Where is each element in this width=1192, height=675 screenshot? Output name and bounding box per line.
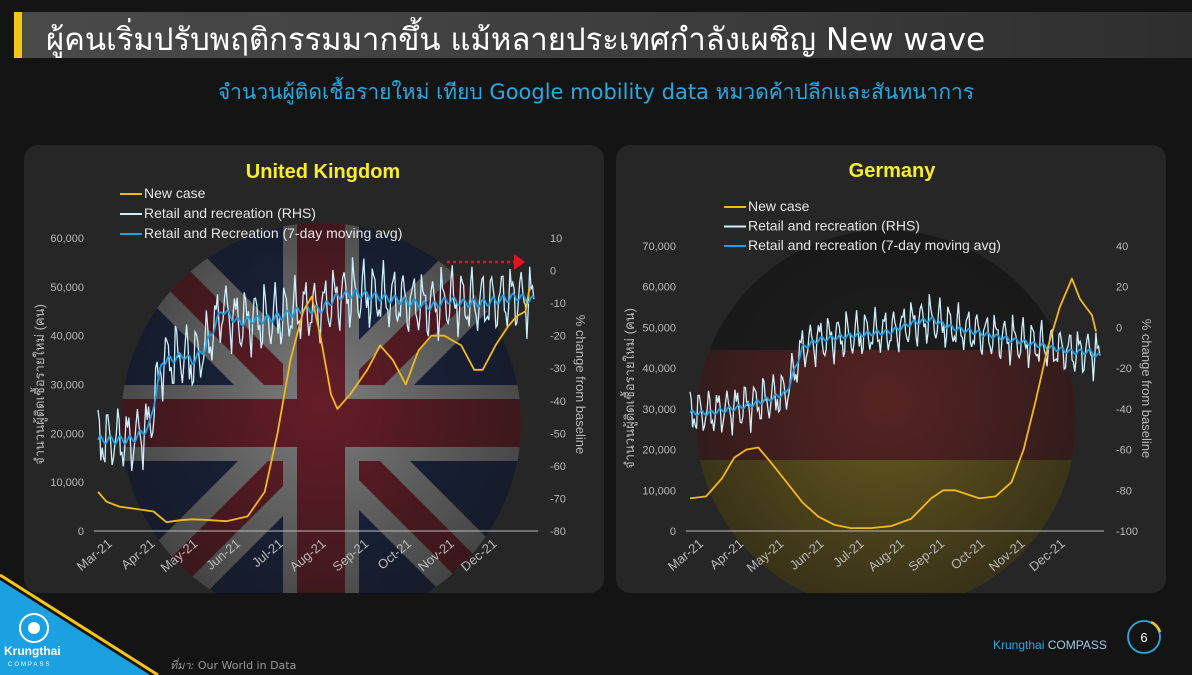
legend-label: New case bbox=[144, 185, 206, 201]
page-title: ผู้คนเริ่มปรับพฤติกรรมมากขึ้น แม้หลายประ… bbox=[46, 22, 986, 58]
legend-label: New case bbox=[748, 198, 810, 214]
y2-tick-label: -80 bbox=[1116, 485, 1132, 497]
legend-label: Retail and recreation (RHS) bbox=[748, 218, 920, 234]
y-tick-label: 40,000 bbox=[642, 363, 676, 375]
y-tick-label: 20,000 bbox=[642, 445, 676, 457]
x-tick-label: Dec-21 bbox=[1026, 536, 1068, 574]
y2-tick-label: -10 bbox=[550, 298, 566, 310]
page-number-badge: 6 bbox=[1127, 620, 1162, 654]
legend-label: Retail and recreation (RHS) bbox=[144, 205, 316, 221]
retail-daily-line bbox=[689, 294, 1101, 436]
y2-tick-label: -40 bbox=[550, 396, 566, 408]
brand-label: Krungthai COMPASS bbox=[993, 638, 1107, 652]
y-tick-label: 70,000 bbox=[642, 241, 676, 253]
y2-tick-label: -40 bbox=[1116, 404, 1132, 416]
y-axis-label: จำนวนผู้ติดเชื้อรายใหม่ (คน) bbox=[30, 304, 48, 465]
y2-tick-label: -70 bbox=[550, 493, 566, 505]
new-case-line bbox=[689, 277, 1097, 530]
y2-tick-label: -20 bbox=[1116, 363, 1132, 375]
brand-suffix: COMPASS bbox=[1047, 638, 1107, 652]
retail-avg-line bbox=[689, 316, 1101, 417]
source-label: ที่มา: bbox=[170, 659, 195, 672]
germany-legend: New case Retail and recreation (RHS) Retai… bbox=[724, 198, 1001, 253]
chart-title: United Kingdom bbox=[246, 161, 400, 183]
chart-title: Germany bbox=[849, 160, 937, 182]
retail-avg-line bbox=[97, 288, 535, 445]
krungthai-logo: Krungthai COMPASS bbox=[0, 573, 159, 675]
x-tick-label: Apr-21 bbox=[118, 536, 158, 573]
source-note: ที่มา: Our World in Data bbox=[170, 656, 296, 674]
uk-chart-panel: United Kingdom 0 10,000 20,000 30,000 40,000 5… bbox=[24, 145, 604, 623]
y2-tick-label: -20 bbox=[550, 331, 566, 343]
y-tick-label: 60,000 bbox=[50, 233, 84, 245]
y-tick-label: 50,000 bbox=[642, 322, 676, 334]
y2-tick-label: 0 bbox=[550, 266, 556, 278]
y-tick-label: 60,000 bbox=[642, 282, 676, 294]
y-tick-label: 50,000 bbox=[50, 282, 84, 294]
x-tick-label: Apr-21 bbox=[707, 536, 747, 573]
y2-axis-label: % change from baseline bbox=[573, 315, 588, 454]
y-tick-label: 0 bbox=[78, 526, 84, 538]
brand-name: Krungthai bbox=[993, 638, 1045, 652]
y-tick-label: 10,000 bbox=[50, 477, 84, 489]
y2-tick-label: -50 bbox=[550, 428, 566, 440]
y2-axis-label: % change from baseline bbox=[1139, 319, 1154, 458]
title-bar bbox=[14, 12, 1192, 58]
y-tick-label: 10,000 bbox=[642, 485, 676, 497]
title-accent-stripe bbox=[14, 12, 22, 58]
legend-label: Retail and Recreation (7-day moving avg) bbox=[144, 225, 402, 241]
x-tick-label: Mar-21 bbox=[665, 536, 706, 574]
y2-tick-label: 0 bbox=[1116, 322, 1122, 334]
new-case-line bbox=[97, 286, 531, 524]
germany-chart-panel: Germany 0 10,000 20,000 30,000 40,000 50,000 60… bbox=[616, 145, 1166, 610]
y2-tick-label: 40 bbox=[1116, 241, 1128, 253]
uk-chart: United Kingdom 0 10,000 20,000 30,000 40,000 5… bbox=[30, 161, 588, 623]
logo-text: Krungthai bbox=[4, 644, 61, 658]
uk-lines bbox=[97, 257, 535, 524]
y2-tick-label: 20 bbox=[1116, 282, 1128, 294]
y-tick-label: 30,000 bbox=[642, 404, 676, 416]
y-tick-label: 40,000 bbox=[50, 331, 84, 343]
y2-tick-label: -100 bbox=[1116, 526, 1138, 538]
y-tick-label: 0 bbox=[670, 526, 676, 538]
y-tick-label: 20,000 bbox=[50, 428, 84, 440]
source-text: Our World in Data bbox=[197, 659, 297, 672]
y2-tick-label: -60 bbox=[1116, 445, 1132, 457]
germany-lines bbox=[689, 277, 1101, 530]
y-tick-label: 30,000 bbox=[50, 380, 84, 392]
x-tick-label: Mar-21 bbox=[74, 536, 115, 574]
y2-tick-label: -80 bbox=[550, 526, 566, 538]
germany-flag-globe bbox=[696, 230, 1076, 610]
logo-subtext: COMPASS bbox=[8, 662, 52, 668]
y2-tick-label: 10 bbox=[550, 233, 562, 245]
retail-daily-line bbox=[97, 257, 535, 471]
y2-tick-label: -30 bbox=[550, 363, 566, 375]
germany-chart: Germany 0 10,000 20,000 30,000 40,000 50,000 60… bbox=[620, 160, 1154, 610]
y2-tick-label: -60 bbox=[550, 461, 566, 473]
legend-label: Retail and recreation (7-day moving avg) bbox=[748, 237, 1001, 253]
trend-arrow-head bbox=[514, 254, 525, 270]
uk-legend: New case Retail and recreation (RHS) Retai… bbox=[120, 185, 402, 241]
y-axis-label: จำนวนผู้ติดเชื้อรายใหม่ (คน) bbox=[620, 308, 638, 469]
page-subtitle: จำนวนผู้ติดเชื้อรายใหม่ เทียบ Google mob… bbox=[217, 80, 975, 104]
page-number: 6 bbox=[1140, 630, 1147, 645]
